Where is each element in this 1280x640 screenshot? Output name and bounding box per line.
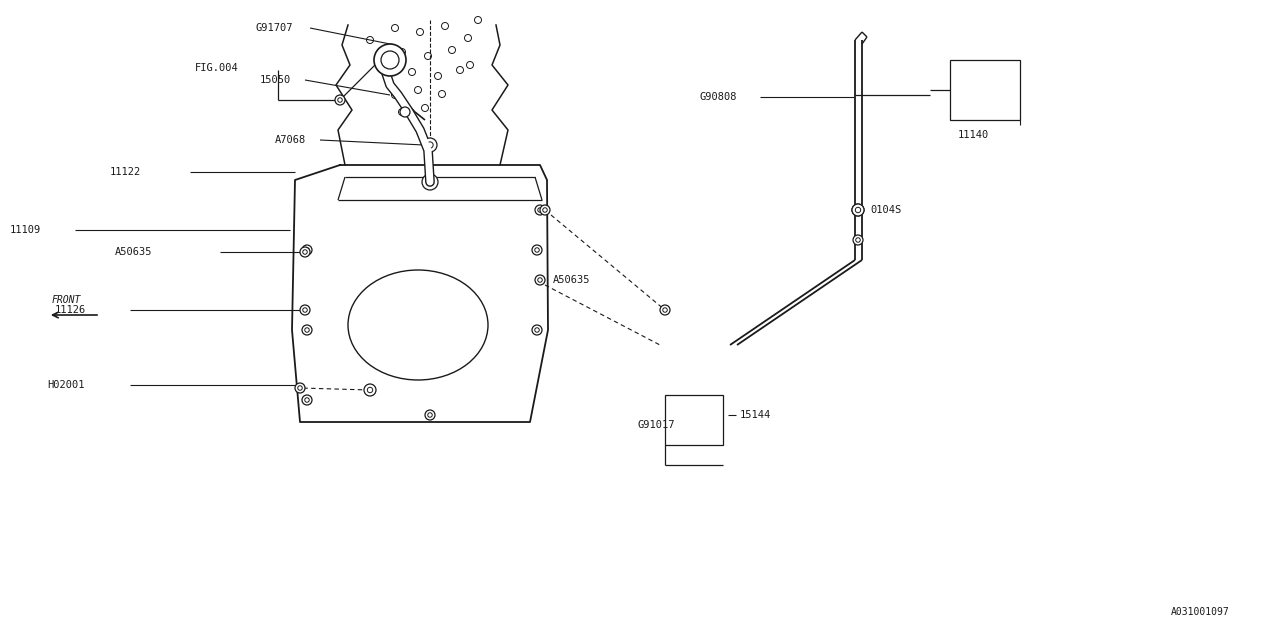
Text: 0104S: 0104S bbox=[870, 205, 901, 215]
Circle shape bbox=[852, 235, 863, 245]
Text: A50635: A50635 bbox=[115, 247, 152, 257]
Circle shape bbox=[852, 204, 864, 216]
Text: 11140: 11140 bbox=[957, 130, 989, 140]
Bar bbox=[666, 395, 723, 445]
Text: 11122: 11122 bbox=[110, 167, 141, 177]
Ellipse shape bbox=[348, 270, 488, 380]
Text: 11126: 11126 bbox=[55, 305, 86, 315]
Circle shape bbox=[535, 205, 545, 215]
Circle shape bbox=[302, 325, 312, 335]
Circle shape bbox=[302, 245, 312, 255]
Circle shape bbox=[374, 44, 406, 76]
Circle shape bbox=[532, 245, 541, 255]
Text: H02001: H02001 bbox=[47, 380, 84, 390]
Circle shape bbox=[422, 138, 436, 152]
Text: G90808: G90808 bbox=[700, 92, 737, 102]
Text: 15050: 15050 bbox=[260, 75, 292, 85]
Circle shape bbox=[532, 325, 541, 335]
Circle shape bbox=[294, 383, 305, 393]
Text: 15144: 15144 bbox=[740, 410, 772, 420]
Circle shape bbox=[399, 107, 410, 117]
Text: FRONT: FRONT bbox=[52, 295, 82, 305]
Polygon shape bbox=[292, 165, 548, 422]
Text: A031001097: A031001097 bbox=[1171, 607, 1230, 617]
Text: FIG.004: FIG.004 bbox=[195, 63, 239, 73]
Text: G91707: G91707 bbox=[255, 23, 293, 33]
Text: G91017: G91017 bbox=[637, 420, 676, 430]
Text: A7068: A7068 bbox=[275, 135, 306, 145]
Circle shape bbox=[535, 275, 545, 285]
Text: 11109: 11109 bbox=[10, 225, 41, 235]
Circle shape bbox=[302, 395, 312, 405]
Circle shape bbox=[300, 305, 310, 315]
Circle shape bbox=[422, 174, 438, 190]
Text: A50635: A50635 bbox=[553, 275, 590, 285]
Circle shape bbox=[335, 95, 346, 105]
Circle shape bbox=[660, 305, 669, 315]
Circle shape bbox=[364, 384, 376, 396]
Circle shape bbox=[300, 247, 310, 257]
Circle shape bbox=[425, 410, 435, 420]
Circle shape bbox=[540, 205, 550, 215]
Circle shape bbox=[852, 204, 864, 216]
Bar bbox=[950, 60, 1020, 120]
